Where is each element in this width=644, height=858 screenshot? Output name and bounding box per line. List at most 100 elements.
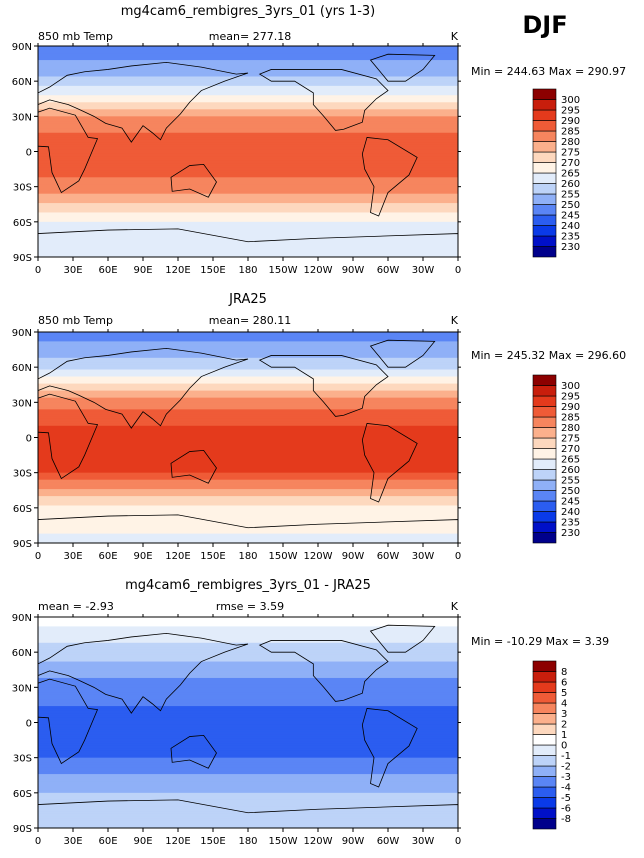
field-band bbox=[38, 809, 458, 813]
field-band bbox=[38, 233, 458, 237]
field-band bbox=[38, 802, 458, 806]
coastline-greenland bbox=[369, 624, 436, 653]
field-band bbox=[38, 755, 458, 759]
map-plot-difference: 0 30E 60E 90E 120E 150E 180 150W 120W 90W 60W 30W 09… bbox=[12, 613, 461, 847]
panel-reanalysis: JRA25 850 mb Temp mean= 280.11 K Min = 2… bbox=[12, 292, 626, 562]
field-band bbox=[38, 778, 458, 782]
field-band bbox=[38, 353, 458, 357]
field-band bbox=[38, 198, 458, 202]
coastline-antarctica bbox=[38, 514, 458, 543]
field-band bbox=[38, 820, 458, 824]
colorbar-label: 1 bbox=[561, 730, 567, 741]
x-tick-label: 90E bbox=[133, 265, 152, 276]
field-band bbox=[38, 411, 458, 415]
field-band bbox=[38, 346, 458, 350]
field-band bbox=[38, 64, 458, 68]
panel-left-label: 850 mb Temp bbox=[38, 30, 113, 43]
x-tick-label: 150E bbox=[200, 836, 225, 847]
field-band bbox=[38, 460, 458, 464]
field-band bbox=[38, 181, 458, 185]
panel-title: JRA25 bbox=[228, 292, 267, 307]
field-band bbox=[38, 231, 458, 235]
y-tick-label: 60N bbox=[12, 77, 32, 88]
colorbar-label: -3 bbox=[561, 772, 571, 783]
field-band bbox=[38, 500, 458, 504]
field-band bbox=[38, 121, 458, 124]
colorbar-box bbox=[532, 723, 557, 735]
colorbar-box bbox=[532, 786, 557, 798]
field-band bbox=[38, 465, 458, 469]
season-label: DJF bbox=[522, 11, 567, 39]
field-band bbox=[38, 640, 458, 644]
field-band bbox=[38, 449, 458, 453]
y-tick-label: 90S bbox=[13, 539, 32, 550]
y-tick-label: 30N bbox=[12, 112, 32, 123]
field-band bbox=[38, 245, 458, 249]
map-plot-reanalysis: 0 30E 60E 90E 120E 150E 180 150W 120W 90W 60W 30W 09… bbox=[12, 328, 461, 562]
colorbar-box bbox=[532, 744, 557, 756]
colorbar-label: 250 bbox=[561, 200, 580, 211]
field-band bbox=[38, 652, 458, 656]
panel-unit-label: K bbox=[451, 30, 459, 43]
colorbar-label: 285 bbox=[561, 413, 580, 424]
field-band bbox=[38, 788, 458, 792]
field-band bbox=[38, 799, 458, 803]
field-band bbox=[38, 736, 458, 740]
colorbar-box bbox=[532, 427, 557, 439]
field-band bbox=[38, 409, 458, 413]
colorbar-box bbox=[532, 246, 557, 258]
field-band bbox=[38, 717, 458, 721]
panel-title: mg4cam6_rembigres_3yrs_01 (yrs 1-3) bbox=[121, 4, 375, 19]
y-tick-label: 0 bbox=[26, 434, 32, 445]
x-tick-label: 150E bbox=[200, 551, 225, 562]
coastline-samerica bbox=[361, 422, 418, 503]
field-band bbox=[38, 130, 458, 134]
colorbar-label: 290 bbox=[561, 402, 580, 413]
field-band bbox=[38, 507, 458, 511]
field-band bbox=[38, 156, 458, 160]
panel-left-label: 850 mb Temp bbox=[38, 314, 113, 327]
field-band bbox=[38, 69, 458, 73]
coastline-eurasia bbox=[38, 62, 249, 143]
field-band bbox=[38, 163, 458, 167]
colorbar-label: 245 bbox=[561, 497, 580, 508]
field-band bbox=[38, 505, 458, 509]
colorbar-label: 275 bbox=[561, 434, 580, 445]
field-band bbox=[38, 88, 458, 92]
field-band bbox=[38, 123, 458, 127]
field-band bbox=[38, 675, 458, 679]
field-band bbox=[38, 83, 458, 87]
x-tick-label: 120E bbox=[165, 551, 190, 562]
field-band bbox=[38, 619, 458, 623]
field-band bbox=[38, 196, 458, 199]
field-band bbox=[38, 624, 458, 627]
coastline-samerica bbox=[361, 136, 418, 217]
field-band bbox=[38, 399, 458, 403]
panel-unit-label: K bbox=[451, 600, 459, 613]
field-band bbox=[38, 228, 458, 232]
field-band bbox=[38, 226, 458, 230]
field-band bbox=[38, 514, 458, 518]
field-band bbox=[38, 395, 458, 399]
y-tick-label: 60S bbox=[13, 789, 32, 800]
coastline-africa bbox=[38, 107, 99, 194]
field-band bbox=[38, 806, 458, 810]
field-band bbox=[38, 715, 458, 719]
field-band bbox=[38, 428, 458, 432]
field-band bbox=[38, 687, 458, 691]
field-band bbox=[38, 348, 458, 352]
coastline-australia bbox=[170, 449, 217, 484]
x-tick-label: 60W bbox=[377, 265, 400, 276]
field-band bbox=[38, 200, 458, 204]
field-band bbox=[38, 823, 458, 827]
field-band bbox=[38, 731, 458, 735]
coastline-antarctica bbox=[38, 228, 458, 257]
field-band bbox=[38, 238, 458, 242]
field-band bbox=[38, 769, 458, 773]
y-tick-label: 0 bbox=[26, 148, 32, 159]
field-band bbox=[38, 57, 458, 61]
field-band bbox=[38, 172, 458, 176]
field-band bbox=[38, 179, 458, 183]
